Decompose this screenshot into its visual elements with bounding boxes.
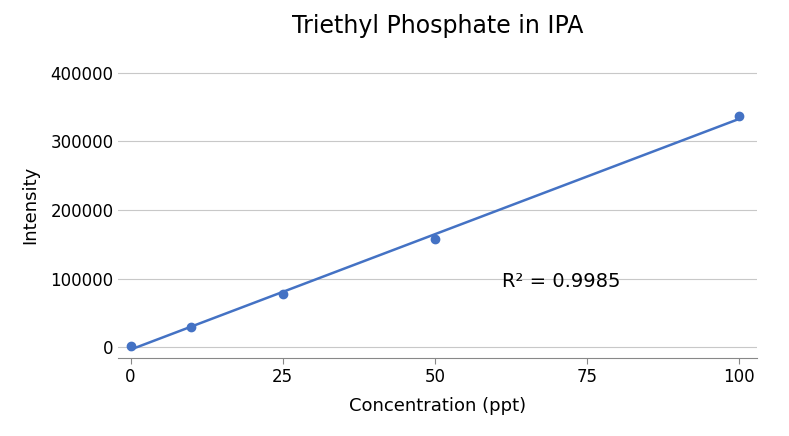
Title: Triethyl Phosphate in IPA: Triethyl Phosphate in IPA [292,14,584,38]
Point [185,323,198,330]
Point [124,342,136,349]
Point [733,112,746,119]
Y-axis label: Intensity: Intensity [21,166,39,244]
Text: R² = 0.9985: R² = 0.9985 [502,272,620,291]
X-axis label: Concentration (ppt): Concentration (ppt) [350,397,526,415]
Point [428,235,441,242]
Point [276,290,289,297]
